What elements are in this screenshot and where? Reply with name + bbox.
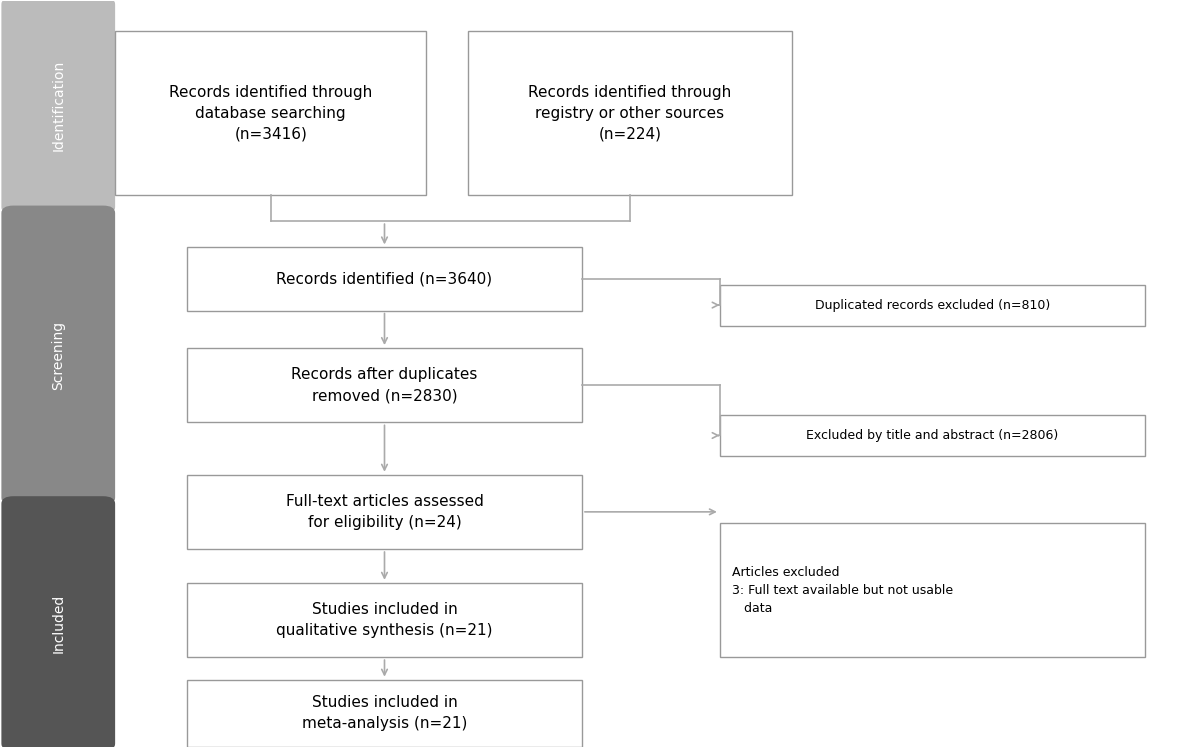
Bar — [720, 523, 1145, 657]
Text: Identification: Identification — [52, 60, 65, 151]
Text: Full-text articles assessed
for eligibility (n=24): Full-text articles assessed for eligibil… — [286, 494, 484, 530]
Text: Studies included in
meta-analysis (n=21): Studies included in meta-analysis (n=21) — [302, 695, 467, 731]
FancyBboxPatch shape — [1, 206, 115, 505]
Bar — [468, 31, 792, 195]
Bar — [115, 31, 426, 195]
Text: Included: Included — [52, 594, 65, 653]
FancyBboxPatch shape — [1, 0, 115, 215]
Text: Records identified through
database searching
(n=3416): Records identified through database sear… — [169, 85, 372, 141]
Text: Studies included in
qualitative synthesis (n=21): Studies included in qualitative synthesi… — [276, 602, 493, 638]
Bar — [187, 248, 582, 310]
Text: Articles excluded
3: Full text available but not usable
   data: Articles excluded 3: Full text available… — [732, 565, 953, 615]
Bar — [187, 583, 582, 657]
Text: Duplicated records excluded (n=810): Duplicated records excluded (n=810) — [815, 298, 1050, 312]
Bar — [187, 348, 582, 423]
Text: Excluded by title and abstract (n=2806): Excluded by title and abstract (n=2806) — [806, 429, 1058, 442]
Bar — [187, 474, 582, 549]
Bar — [720, 415, 1145, 456]
Text: Records after duplicates
removed (n=2830): Records after duplicates removed (n=2830… — [292, 367, 478, 403]
Bar — [720, 284, 1145, 325]
Text: Records identified (n=3640): Records identified (n=3640) — [276, 272, 492, 286]
Text: Screening: Screening — [52, 321, 65, 390]
Text: Records identified through
registry or other sources
(n=224): Records identified through registry or o… — [528, 85, 732, 141]
FancyBboxPatch shape — [1, 496, 115, 748]
Bar — [187, 679, 582, 747]
